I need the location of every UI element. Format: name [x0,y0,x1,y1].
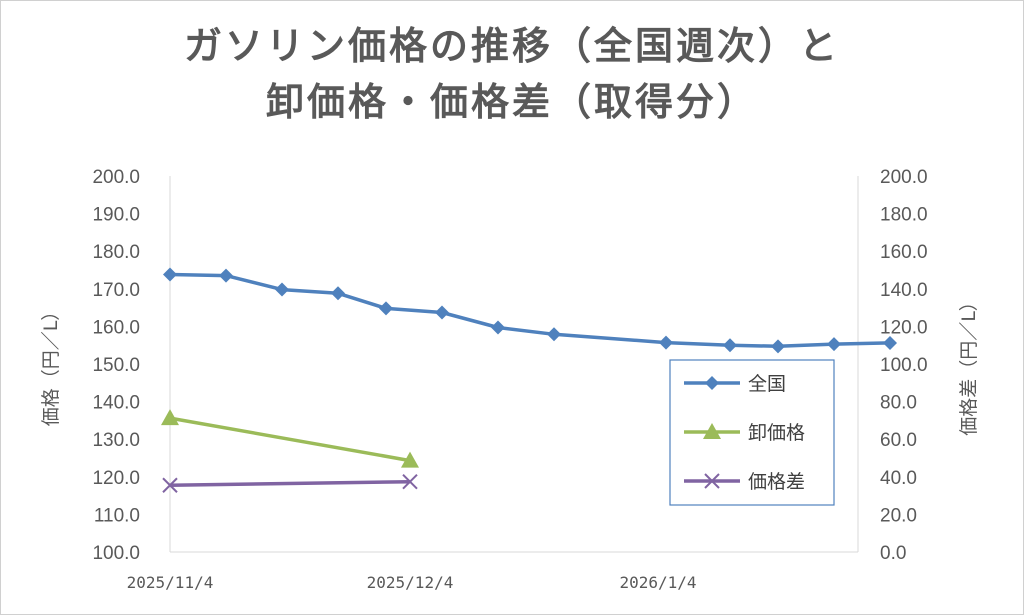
legend-marker [703,423,721,439]
y-tick-label-right: 200.0 [880,167,928,188]
legend-label: 全国 [748,373,786,395]
data-point [275,282,289,297]
data-point [883,335,897,350]
data-point [379,301,393,316]
legend-label: 卸価格 [748,422,805,444]
y-tick-label-left: 160.0 [92,317,140,338]
series-1 [163,267,897,354]
data-point [162,477,178,493]
y-tick-label-right: 180.0 [880,205,928,226]
y-axis-title-left: 価格（円／L） [40,302,62,427]
y-tick-label-left: 140.0 [92,393,140,414]
series-3 [162,473,418,493]
data-point [547,327,561,342]
data-point [161,409,179,426]
chart-title: ガソリン価格の推移（全国週次）と 卸価格・価格差（取得分） [0,18,1024,130]
y-tick-label-left: 150.0 [92,355,140,376]
y-tick-label-right: 20.0 [880,505,917,526]
plot-area [161,267,897,493]
legend-entry: 卸価格 [684,422,805,444]
y-tick-label-right: 0.0 [880,543,906,564]
legend-marker [704,473,720,489]
data-point [331,286,345,301]
y-tick-label-left: 170.0 [92,280,140,301]
axes [169,176,859,553]
y-tick-label-left: 200.0 [92,167,140,188]
y-tick-label-left: 190.0 [92,205,140,226]
y-tick-label-right: 160.0 [880,242,928,263]
y-tick-label-left: 110.0 [94,505,140,526]
data-point [163,267,177,282]
data-point [219,268,233,283]
data-point [827,337,841,352]
x-tick-label: 2025/12/4 [367,573,454,592]
data-point [435,305,449,320]
data-point [723,338,737,353]
chart-title-line-1: ガソリン価格の推移（全国週次）と [183,24,840,68]
y-tick-label-right: 40.0 [880,468,917,489]
x-tick-label: 2026/1/4 [619,573,696,592]
data-point [401,451,419,468]
y-tick-label-left: 100.0 [92,543,140,564]
series-line [169,272,891,349]
y-tick-label-right: 140.0 [880,280,928,301]
data-point [402,473,418,490]
y-tick-label-right: 120.0 [880,317,928,338]
y-tick-label-right: 80.0 [880,393,917,414]
legend-label: 価格差 [748,471,805,493]
y-axis-title-right: 価格差（円／L） [958,292,980,436]
series-line [169,479,411,488]
y-tick-label-right: 100.0 [880,355,928,376]
chart-title-line-2: 卸価格・価格差（取得分） [265,80,758,124]
series-line [169,416,411,463]
tick-labels: 200.0 190.0 180.0 170.0 160.0 150.0 140.0 130.0… [92,167,927,592]
series-2 [161,409,419,468]
data-point [659,335,673,350]
data-point [491,320,505,335]
x-tick-label: 2025/11/4 [127,573,214,592]
legend-marker [705,376,719,390]
legend-entry: 価格差 [684,471,805,493]
y-tick-label-right: 60.0 [880,430,917,451]
legend-entry: 全国 [684,373,786,395]
y-tick-label-left: 180.0 [92,242,140,263]
y-tick-label-left: 120.0 [92,468,140,489]
y-tick-label-left: 130.0 [92,430,140,451]
data-point [771,339,785,354]
